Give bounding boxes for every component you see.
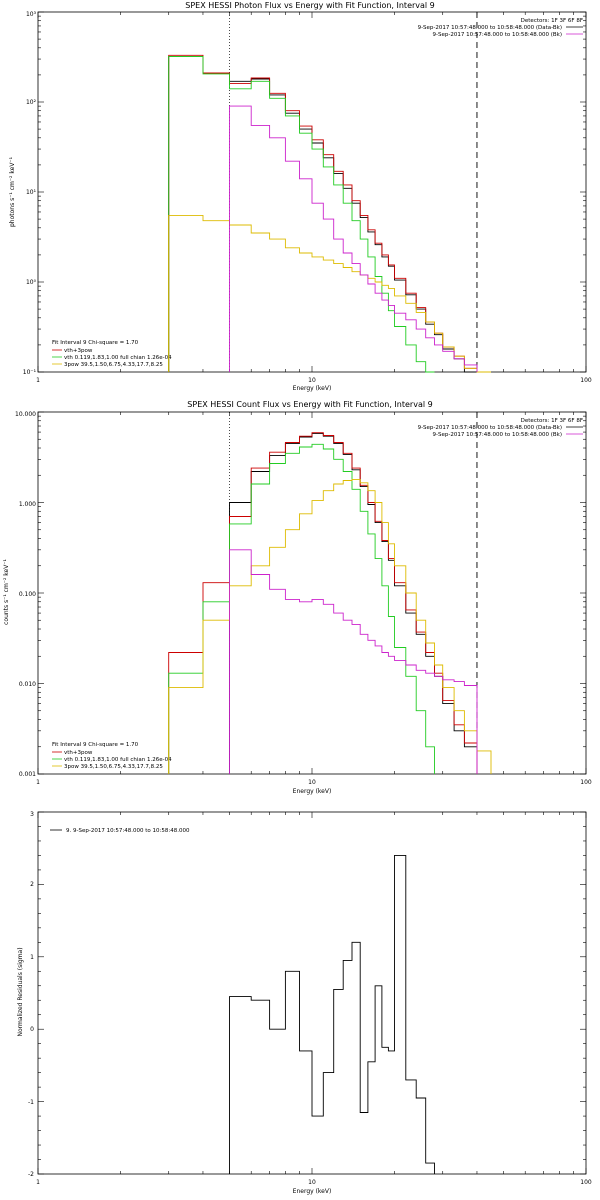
- x-tick-label: 100: [580, 1179, 592, 1186]
- x-tick-label: 1: [36, 377, 40, 384]
- y-tick-label: 0.001: [19, 771, 36, 778]
- y-axis-label: counts s⁻¹ cm⁻² keV⁻¹: [3, 559, 10, 625]
- legend-fit-interval: Fit Interval 9 Chi-square = 1.70: [52, 742, 139, 748]
- plot-frame: [37, 811, 587, 1175]
- y-tick-label: -1: [28, 1099, 34, 1106]
- legend-detectors: Detectors: 1F 3F 6F 8F: [521, 418, 583, 424]
- y-axis-label: photons s⁻¹ cm⁻² keV⁻¹: [9, 156, 16, 227]
- x-tick-label: 10: [308, 1179, 316, 1186]
- legend-power: 3pow 39.5,1.50,6.75,4.33,17.7,8.25: [64, 764, 163, 770]
- legend-fit-interval: Fit Interval 9 Chi-square = 1.70: [52, 340, 139, 346]
- y-tick-label: 10⁰: [26, 279, 37, 286]
- legend-data-interval: 9-Sep-2017 10:57:48.000 to 10:58:48.000 …: [418, 25, 562, 31]
- y-tick-label: 3: [30, 811, 34, 818]
- y-tick-label: 10⁻¹: [23, 369, 37, 376]
- photon-flux-panel: SPEX HESSI Photon Flux vs Energy with Fi…: [9, 1, 592, 392]
- panel-title: SPEX HESSI Photon Flux vs Energy with Fi…: [185, 1, 435, 10]
- y-axis-label: Normalized Residuals (sigma): [17, 947, 24, 1036]
- legend-thermal: vth 0.119,1.83,1.00 full chian 1.26e-04: [64, 355, 172, 361]
- legend-bk-interval: 9-Sep-2017 10:57:48.000 to 10:58:48.000 …: [433, 32, 563, 38]
- y-tick-label: 2: [30, 881, 34, 888]
- x-tick-label: 10: [308, 779, 316, 786]
- x-tick-label: 1: [36, 1179, 40, 1186]
- series-line-data: [229, 854, 435, 1174]
- y-tick-label: 0.100: [19, 591, 36, 598]
- count-flux-panel: SPEX HESSI Count Flux vs Energy with Fit…: [3, 400, 592, 795]
- y-tick-label: 10.000: [15, 411, 36, 418]
- y-tick-label: 0.010: [19, 681, 36, 688]
- x-axis-label: Energy (keV): [293, 1188, 332, 1195]
- x-tick-label: 1: [36, 779, 40, 786]
- legend-data-interval: 9-Sep-2017 10:57:48.000 to 10:58:48.000 …: [418, 425, 562, 431]
- y-tick-label: 10¹: [26, 189, 37, 196]
- legend-detectors: Detectors: 1F 3F 6F 8F: [521, 18, 583, 24]
- y-tick-label: 10³: [26, 11, 37, 18]
- plot-frame: [37, 411, 587, 775]
- series-line-data: [229, 432, 478, 774]
- x-axis-label: Energy (keV): [293, 788, 332, 795]
- legend-power: 3pow 39.5,1.50,6.75,4.33,17.7,8.25: [64, 362, 163, 368]
- legend-label: 9. 9-Sep-2017 10:57:48.000 to 10:58:48.0…: [66, 828, 190, 834]
- x-axis-label: Energy (keV): [293, 385, 332, 392]
- series-line-background: [229, 549, 478, 774]
- series-line-thermal: [168, 56, 435, 373]
- y-tick-label: 10²: [26, 99, 37, 106]
- legend-total: vth+3pow: [64, 750, 93, 756]
- series-line-background: [229, 105, 478, 372]
- y-tick-label: 0: [30, 1026, 34, 1033]
- legend-total: vth+3pow: [64, 348, 93, 354]
- legend-bk-interval: 9-Sep-2017 10:57:48.000 to 10:58:48.000 …: [433, 432, 563, 438]
- series-line-thermal: [168, 443, 435, 774]
- series-line-power: [168, 478, 492, 774]
- x-tick-label: 100: [580, 377, 592, 384]
- y-tick-label: 1.000: [19, 501, 36, 508]
- x-tick-label: 10: [308, 377, 316, 384]
- x-tick-label: 100: [580, 779, 592, 786]
- legend-thermal: vth 0.119,1.83,1.00 full chian 1.26e-04: [64, 757, 172, 763]
- y-tick-label: -2: [28, 1171, 34, 1178]
- residuals-panel: 1 10 100 -2 -1 0 1 2 3 Energy (keV) Norm…: [17, 811, 592, 1195]
- panel-title: SPEX HESSI Count Flux vs Energy with Fit…: [187, 400, 432, 409]
- y-tick-label: 1: [30, 954, 34, 961]
